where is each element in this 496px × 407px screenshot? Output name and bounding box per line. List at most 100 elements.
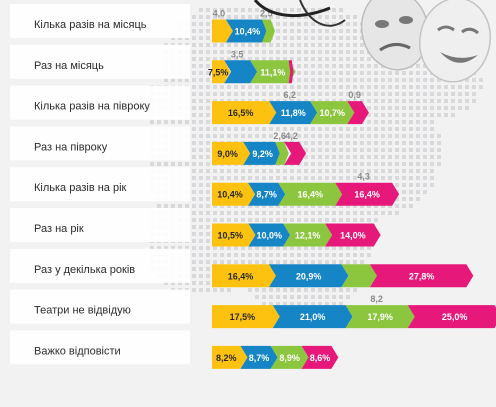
map-dot (395, 141, 399, 145)
map-dot (297, 57, 301, 61)
map-dot (248, 246, 252, 250)
bar-segment (268, 264, 349, 288)
map-dot (192, 211, 196, 215)
map-dot (339, 78, 343, 82)
map-dot (402, 169, 406, 173)
map-dot (402, 113, 406, 117)
map-dot (297, 260, 301, 264)
map-dot (381, 148, 385, 152)
map-dot (318, 141, 322, 145)
row-band (10, 248, 190, 283)
map-dot (339, 253, 343, 257)
map-dot (227, 92, 231, 96)
map-dot (192, 36, 196, 40)
map-dot (241, 99, 245, 103)
map-dot (360, 64, 364, 68)
map-dot (276, 127, 280, 131)
map-dot (318, 288, 322, 292)
map-dot (248, 8, 252, 12)
map-dot (220, 288, 224, 292)
map-dot (290, 92, 294, 96)
map-dot (241, 92, 245, 96)
map-dot (353, 43, 357, 47)
map-dot (283, 295, 287, 299)
map-dot (206, 113, 210, 117)
map-dot (325, 288, 329, 292)
map-dot (409, 176, 413, 180)
map-dot (353, 253, 357, 257)
map-dot (374, 169, 378, 173)
map-dot (241, 204, 245, 208)
map-dot (332, 57, 336, 61)
map-dot (199, 141, 203, 145)
map-dot (283, 176, 287, 180)
map-dot (311, 29, 315, 33)
map-dot (430, 106, 434, 110)
map-dot (437, 113, 441, 117)
map-dot (402, 92, 406, 96)
map-dot (465, 78, 469, 82)
map-dot (220, 218, 224, 222)
map-dot (332, 36, 336, 40)
map-dot (269, 134, 273, 138)
map-dot (395, 197, 399, 201)
map-dot (206, 211, 210, 215)
map-dot (206, 204, 210, 208)
map-dot (192, 148, 196, 152)
map-dot (241, 218, 245, 222)
map-dot (395, 99, 399, 103)
map-dot (346, 218, 350, 222)
map-dot (283, 211, 287, 215)
map-dot (346, 43, 350, 47)
map-dot (255, 260, 259, 264)
map-dot (409, 99, 413, 103)
map-dot (339, 71, 343, 75)
map-dot (248, 176, 252, 180)
map-dot (206, 99, 210, 103)
map-dot (346, 141, 350, 145)
map-dot (206, 106, 210, 110)
map-dot (346, 246, 350, 250)
map-dot (381, 106, 385, 110)
map-dot (360, 127, 364, 131)
map-dot (227, 43, 231, 47)
map-dot (276, 246, 280, 250)
map-dot (199, 43, 203, 47)
map-dot (395, 113, 399, 117)
map-dot (381, 113, 385, 117)
map-dot (213, 57, 217, 61)
map-dot (402, 106, 406, 110)
map-dot (374, 71, 378, 75)
map-dot (269, 43, 273, 47)
map-dot (276, 295, 280, 299)
map-dot (332, 260, 336, 264)
segment-value-label-above: 3,5 (231, 49, 244, 59)
map-dot (199, 162, 203, 166)
map-dot (199, 197, 203, 201)
map-dot (304, 92, 308, 96)
bar-segment (250, 60, 296, 84)
map-dot (451, 85, 455, 89)
map-dot (325, 260, 329, 264)
map-dot (192, 71, 196, 75)
map-dot (269, 15, 273, 19)
map-dot (283, 22, 287, 26)
map-dot (262, 288, 266, 292)
map-dot (255, 246, 259, 250)
map-dot (339, 169, 343, 173)
map-dot (234, 169, 238, 173)
map-dot (199, 113, 203, 117)
map-dot (332, 141, 336, 145)
map-dot (402, 162, 406, 166)
chart-row: Раз у декілька років 16,4% 20,9% 27,8% (10, 248, 474, 288)
bar-segment (272, 305, 353, 329)
map-dot (437, 148, 441, 152)
bar-segment (212, 264, 276, 288)
map-dot (199, 120, 203, 124)
map-dot (199, 183, 203, 187)
map-dot (192, 267, 196, 271)
map-dot (332, 92, 336, 96)
map-dot (465, 106, 469, 110)
map-dot (416, 113, 420, 117)
bar-segment (347, 101, 369, 125)
